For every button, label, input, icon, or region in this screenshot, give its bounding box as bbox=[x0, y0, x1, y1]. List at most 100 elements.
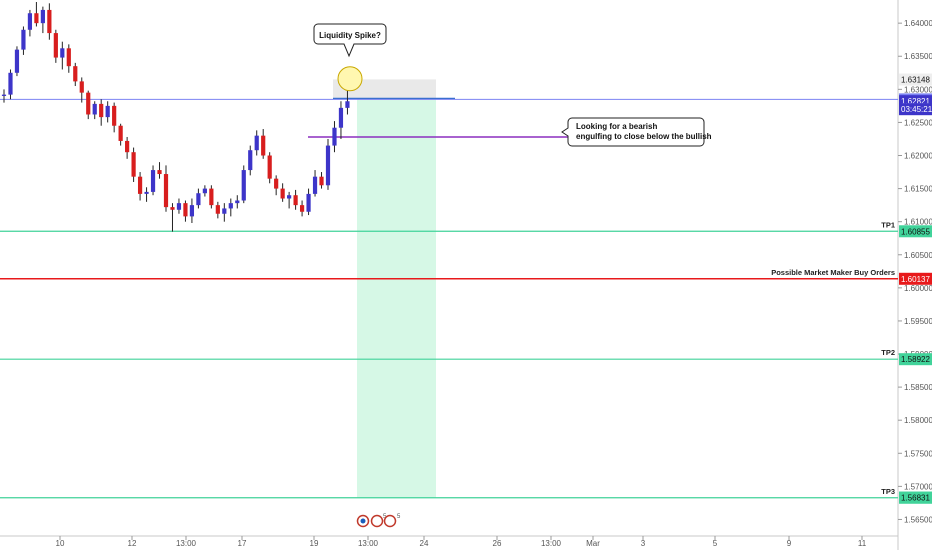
candle-body bbox=[150, 170, 156, 192]
candle-body bbox=[306, 193, 311, 212]
y-tick-label: 1.62000 bbox=[904, 152, 932, 161]
y-tick-label: 1.58000 bbox=[904, 416, 932, 425]
candle-body bbox=[332, 127, 337, 146]
y-tick-label: 1.61500 bbox=[904, 185, 932, 194]
engulfing-callout-box[interactable] bbox=[561, 117, 705, 147]
candle-body bbox=[34, 13, 39, 24]
candle-body bbox=[280, 188, 285, 199]
candle-body bbox=[345, 101, 350, 108]
price-tag: 03:45:21 bbox=[901, 105, 932, 114]
candle-body bbox=[209, 188, 214, 206]
level-label: Possible Market Maker Buy Orders bbox=[771, 268, 895, 277]
candle-body bbox=[248, 150, 253, 171]
candle-body bbox=[60, 48, 65, 58]
event-icon[interactable] bbox=[383, 514, 397, 528]
price-tag-bg bbox=[899, 103, 932, 116]
candle-body bbox=[73, 66, 78, 82]
candle-body bbox=[1, 94, 7, 96]
candle-body bbox=[241, 170, 246, 201]
candle-body bbox=[215, 205, 220, 214]
x-tick-label: 19 bbox=[310, 539, 319, 548]
candle-body bbox=[254, 135, 259, 151]
candle-body bbox=[137, 176, 143, 194]
x-tick-label: 11 bbox=[858, 539, 867, 548]
x-tick-label: 9 bbox=[787, 539, 792, 548]
level-label: TP1 bbox=[881, 220, 895, 229]
y-tick-label: 1.60500 bbox=[904, 251, 932, 260]
y-tick-label: 1.56500 bbox=[904, 515, 932, 524]
x-tick-label: 3 bbox=[641, 539, 646, 548]
price-tag-tp1: 1.60855 bbox=[901, 227, 930, 236]
target-zone bbox=[357, 99, 436, 498]
candle-body bbox=[8, 72, 13, 95]
price-tag-tp2: 1.58922 bbox=[901, 355, 930, 364]
candle-body bbox=[261, 135, 266, 156]
candle-body bbox=[92, 103, 97, 115]
x-tick-label: 13:00 bbox=[541, 539, 562, 548]
candle-body bbox=[287, 195, 292, 199]
candle-body bbox=[27, 13, 33, 30]
candle-body bbox=[176, 203, 182, 210]
candle-body bbox=[21, 29, 26, 50]
y-tick-label: 1.60000 bbox=[904, 284, 932, 293]
level-label: TP3 bbox=[881, 487, 895, 496]
price-tag: 1.56831 bbox=[901, 494, 930, 503]
y-tick-label: 1.62500 bbox=[904, 118, 932, 127]
candle-body bbox=[131, 152, 136, 177]
candle-body bbox=[157, 170, 162, 175]
candle-body bbox=[163, 174, 169, 208]
y-tick-label: 1.64000 bbox=[904, 19, 932, 28]
y-tick-label: 1.59500 bbox=[904, 317, 932, 326]
candle-body bbox=[99, 103, 104, 118]
candle-body bbox=[189, 205, 195, 217]
candle-body bbox=[338, 107, 344, 128]
y-tick-label: 1.58500 bbox=[904, 383, 932, 392]
price-tag-tp2-bg bbox=[899, 353, 932, 366]
x-tick-label: 24 bbox=[420, 539, 429, 548]
candle-body bbox=[79, 81, 84, 93]
candle-body bbox=[274, 178, 279, 189]
candle-body bbox=[144, 191, 149, 194]
candle-body bbox=[196, 193, 201, 206]
price-tag-possible-market-maker-buy-orders-bg bbox=[899, 272, 932, 285]
liquidity-callout-box[interactable] bbox=[313, 23, 387, 58]
candle-body bbox=[293, 195, 298, 206]
liquidity-spike-circle[interactable] bbox=[337, 66, 363, 92]
price-tag-possible-market-maker-buy-orders: 1.60137 bbox=[901, 275, 930, 284]
candle-body bbox=[267, 155, 272, 179]
y-tick-label: 1.57000 bbox=[904, 482, 932, 491]
price-tag-bg bbox=[899, 491, 932, 504]
y-tick-label: 1.63000 bbox=[904, 85, 932, 94]
event-icon-count: 5 bbox=[383, 514, 387, 520]
liquidity-callout-text: Liquidity Spike? bbox=[319, 31, 381, 40]
price-tag-bg bbox=[899, 73, 932, 86]
flag-icon-dot bbox=[360, 518, 366, 524]
candle-body bbox=[183, 203, 188, 217]
candle-body bbox=[86, 92, 91, 115]
candle-body bbox=[319, 176, 324, 186]
candle-body bbox=[125, 140, 130, 153]
price-tag: 1.63148 bbox=[901, 76, 930, 85]
event-icon-count: 5 bbox=[397, 514, 401, 520]
candle-body bbox=[312, 176, 318, 194]
x-tick-label: 17 bbox=[238, 539, 247, 548]
x-tick-label: Mar bbox=[586, 539, 600, 548]
y-tick-label: 1.57500 bbox=[904, 449, 932, 458]
price-tag-tp1-bg bbox=[899, 225, 932, 238]
x-tick-label: 13:00 bbox=[358, 539, 379, 548]
level-label: TP2 bbox=[881, 348, 895, 357]
candle-body bbox=[202, 188, 207, 194]
engulfing-callout-line1: Looking for a bearish bbox=[576, 122, 657, 131]
x-tick-label: 10 bbox=[56, 539, 65, 548]
candle-body bbox=[47, 9, 52, 34]
candle-body bbox=[299, 205, 305, 212]
engulfing-callout-line2: engulfing to close below the bullish bbox=[576, 132, 712, 141]
event-icon[interactable] bbox=[370, 514, 384, 528]
x-tick-label: 5 bbox=[713, 539, 718, 548]
candle-body bbox=[222, 208, 227, 214]
x-tick-label: 13:00 bbox=[176, 539, 197, 548]
candle-body bbox=[53, 33, 58, 58]
y-tick-label: 1.63500 bbox=[904, 52, 932, 61]
